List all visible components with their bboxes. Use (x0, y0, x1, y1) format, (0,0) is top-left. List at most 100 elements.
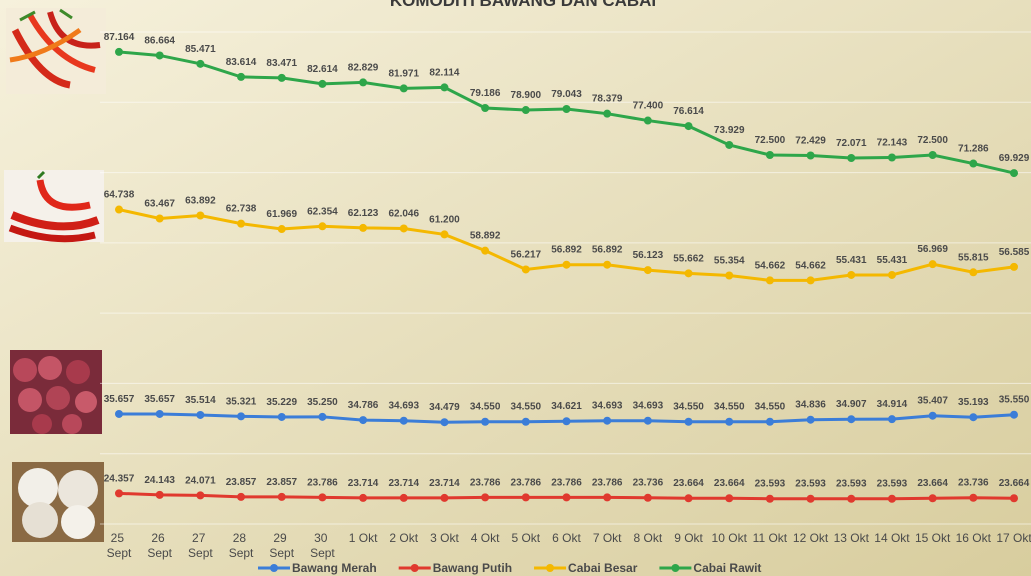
data-point (766, 276, 774, 284)
data-point (929, 151, 937, 159)
data-point (156, 491, 164, 499)
data-point (1010, 494, 1018, 502)
data-point (685, 494, 693, 502)
data-point (644, 417, 652, 425)
data-label: 71.286 (958, 144, 989, 155)
data-label: 86.664 (144, 35, 175, 46)
data-point (522, 418, 530, 426)
data-point (644, 266, 652, 274)
data-point (603, 110, 611, 118)
data-label: 23.786 (307, 477, 338, 488)
x-tick-label: 1 Okt (349, 531, 378, 545)
data-label: 35.250 (307, 397, 338, 408)
data-label: 79.186 (470, 88, 501, 99)
data-label: 64.738 (104, 190, 135, 201)
data-point (359, 416, 367, 424)
legend-label: Cabai Besar (568, 561, 638, 575)
x-tick-label-line: 27 (192, 531, 209, 545)
data-point (359, 78, 367, 86)
x-tick-label: 6 Okt (552, 531, 581, 545)
data-point (400, 224, 408, 232)
data-label: 34.907 (836, 399, 867, 410)
data-label: 35.229 (266, 397, 297, 408)
data-point (847, 415, 855, 423)
data-label: 23.593 (836, 479, 867, 490)
data-label: 62.123 (348, 208, 379, 219)
data-label: 34.550 (511, 402, 542, 413)
data-point (196, 411, 204, 419)
data-label: 23.857 (226, 477, 257, 488)
x-tick-label: 4 Okt (471, 531, 500, 545)
data-label: 23.664 (714, 478, 745, 489)
data-label: 56.585 (999, 247, 1030, 258)
data-label: 35.514 (185, 395, 216, 406)
data-point (725, 494, 733, 502)
data-label: 35.321 (226, 396, 257, 407)
data-label: 34.693 (592, 401, 623, 412)
data-label: 72.143 (877, 138, 908, 149)
data-label: 83.471 (266, 58, 297, 69)
data-label: 35.407 (917, 396, 948, 407)
x-tick-label: 8 Okt (634, 531, 663, 545)
data-label: 72.071 (836, 138, 867, 149)
data-point (685, 418, 693, 426)
data-label: 61.200 (429, 214, 460, 225)
data-label: 23.664 (999, 478, 1030, 489)
data-point (237, 412, 245, 420)
data-label: 35.657 (104, 394, 135, 405)
data-label: 72.500 (917, 135, 948, 146)
x-tick-label: 2 Okt (389, 531, 418, 545)
legend-label: Bawang Merah (292, 561, 377, 575)
red-chili-image (4, 170, 104, 242)
data-label: 34.550 (714, 402, 745, 413)
data-point (603, 417, 611, 425)
data-label: 76.614 (673, 106, 704, 117)
data-point (278, 413, 286, 421)
data-label: 23.786 (511, 477, 542, 488)
data-label: 77.400 (633, 101, 664, 112)
data-label: 34.914 (877, 399, 908, 410)
data-label: 55.431 (877, 255, 908, 266)
data-label: 24.357 (104, 473, 135, 484)
data-label: 58.892 (470, 231, 501, 242)
data-point (929, 412, 937, 420)
data-point (847, 271, 855, 279)
data-point (400, 84, 408, 92)
x-tick-label-line: Sept (310, 546, 335, 560)
data-point (318, 222, 326, 230)
data-point (969, 160, 977, 168)
data-point (440, 83, 448, 91)
data-label: 72.429 (795, 135, 826, 146)
data-point (725, 272, 733, 280)
data-label: 54.662 (795, 260, 826, 271)
data-point (766, 418, 774, 426)
data-point (156, 410, 164, 418)
data-label: 24.143 (144, 475, 175, 486)
data-label: 81.971 (388, 68, 419, 79)
data-label: 85.471 (185, 44, 216, 55)
data-label: 23.786 (551, 477, 582, 488)
x-tick-label: 11 Okt (753, 531, 788, 545)
data-point (156, 51, 164, 59)
legend-marker (546, 564, 554, 572)
data-label: 23.857 (266, 477, 297, 488)
x-tick-label-line: 25 (111, 531, 128, 545)
x-tick-label: 13 Okt (834, 531, 870, 545)
x-tick-label: 14 Okt (874, 531, 910, 545)
legend-label: Bawang Putih (433, 561, 512, 575)
data-point (522, 106, 530, 114)
data-label: 34.550 (673, 402, 704, 413)
legend-marker (270, 564, 278, 572)
data-point (888, 415, 896, 423)
data-label: 55.431 (836, 255, 867, 266)
data-point (1010, 263, 1018, 271)
data-label: 34.621 (551, 401, 582, 412)
data-point (440, 494, 448, 502)
data-point (359, 494, 367, 502)
data-label: 62.354 (307, 206, 338, 217)
x-tick-label: 16 Okt (956, 531, 992, 545)
data-label: 82.829 (348, 62, 379, 73)
data-point (807, 151, 815, 159)
data-label: 78.379 (592, 94, 623, 105)
data-point (481, 247, 489, 255)
